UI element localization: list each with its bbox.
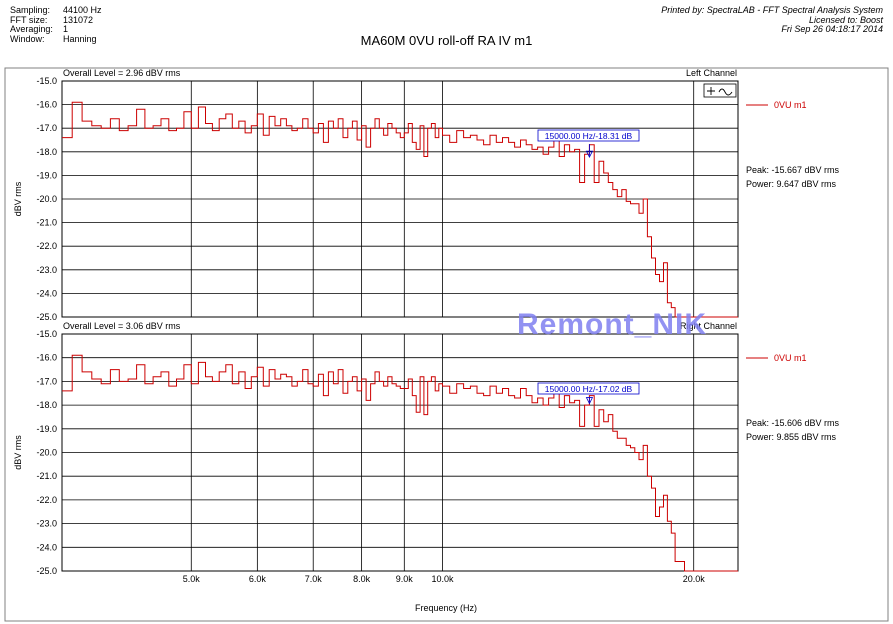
y-tick-label: -15.0 [36, 329, 57, 339]
y-axis-label: dBV rms [13, 181, 23, 216]
marker-label: 15000.00 Hz/-17.02 dB [545, 384, 633, 394]
y-tick-label: -20.0 [36, 194, 57, 204]
x-tick-label: 8.0k [353, 574, 371, 584]
marker-arrow [585, 150, 594, 159]
averaging-value: 1 [63, 24, 69, 34]
printed-by-info: Printed by: SpectraLAB - FFT Spectral An… [661, 5, 883, 35]
sampling-value: 44100 Hz [63, 5, 102, 15]
x-tick-label: 7.0k [305, 574, 323, 584]
power-readout: Power: 9.855 dBV rms [746, 432, 837, 442]
outer-frame [4, 67, 889, 622]
print-date: Fri Sep 26 04:18:17 2014 [781, 24, 883, 34]
y-tick-label: -24.0 [36, 542, 57, 552]
x-tick-label: 5.0k [183, 574, 201, 584]
y-axis-label: dBV rms [13, 435, 23, 470]
sampling-key: Sampling: [10, 5, 51, 15]
fft-size-key: FFT size: [10, 14, 48, 25]
y-tick-label: -18.0 [36, 147, 57, 157]
overall-level-label: Overall Level = 2.96 dBV rms [63, 68, 181, 78]
y-tick-label: -17.0 [36, 376, 57, 386]
y-tick-label: -25.0 [36, 312, 57, 322]
marker-box [537, 382, 640, 395]
marker-label: 15000.00 Hz/-18.31 dB [545, 131, 633, 141]
chart-title: MA60M 0VU roll-off RA IV m1 [360, 33, 533, 48]
channel-label: Left Channel [686, 68, 737, 78]
overall-level-label: Overall Level = 3.06 dBV rms [63, 321, 181, 331]
y-tick-label: -21.0 [36, 471, 57, 481]
window-key: Window: [10, 33, 45, 44]
x-tick-label: 10.0k [431, 574, 454, 584]
series-line-0vu-m1 [62, 101, 738, 318]
peak-readout: Peak: -15.606 dBV rms [746, 418, 840, 428]
printed-by: Printed by: SpectraLAB - FFT Spectral An… [661, 5, 883, 15]
averaging-key: Averaging: [10, 24, 53, 34]
y-tick-label: -16.0 [36, 100, 57, 110]
legend-entry: 0VU m1 [774, 353, 807, 363]
y-tick-label: -17.0 [36, 123, 57, 133]
header-info: Sampling: 44100 Hz FFT size: 131072 Averag… [10, 5, 102, 44]
marker-box [537, 129, 640, 142]
y-tick-label: -23.0 [36, 519, 57, 529]
y-tick-label: -20.0 [36, 448, 57, 458]
x-tick-label: 9.0k [396, 574, 414, 584]
licensed-to: Licensed to: Boost [808, 14, 883, 25]
x-tick-label: 20.0k [683, 574, 706, 584]
y-tick-label: -25.0 [36, 566, 57, 576]
y-tick-label: -22.0 [36, 495, 57, 505]
legend-entry: 0VU m1 [774, 100, 807, 110]
y-tick-label: -23.0 [36, 265, 57, 275]
power-readout: Power: 9.647 dBV rms [746, 179, 837, 189]
y-tick-label: -16.0 [36, 353, 57, 363]
peak-readout: Peak: -15.667 dBV rms [746, 165, 840, 175]
y-tick-label: -24.0 [36, 288, 57, 298]
watermark: Remont_NIK [517, 308, 708, 341]
marker-arrow [585, 397, 594, 405]
fft-size-value: 131072 [63, 14, 94, 25]
x-tick-label: 6.0k [249, 574, 267, 584]
y-tick-label: -19.0 [36, 170, 57, 180]
y-tick-label: -21.0 [36, 218, 57, 228]
x-axis-label: Frequency (Hz) [415, 603, 477, 613]
y-tick-label: -15.0 [36, 76, 57, 86]
y-tick-label: -19.0 [36, 424, 57, 434]
window-value: Hanning [63, 33, 97, 44]
y-tick-label: -18.0 [36, 400, 57, 410]
series-line-0vu-m1 [62, 354, 738, 572]
y-tick-label: -22.0 [36, 241, 57, 251]
waveform-icon [707, 87, 733, 96]
channel-label: Right Channel [680, 321, 737, 331]
